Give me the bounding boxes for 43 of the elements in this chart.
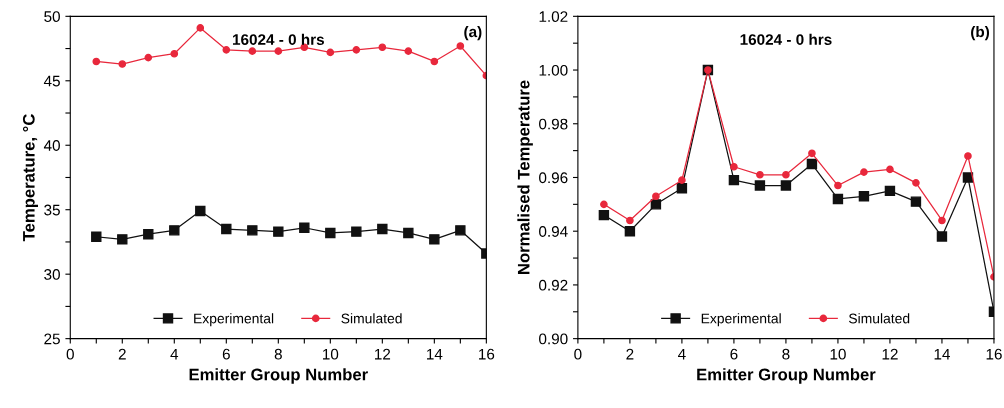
y-tick-label: 0.96	[539, 172, 568, 184]
y-tick-label: 1.00	[539, 64, 568, 76]
annotation: (a)	[464, 25, 482, 41]
x-tick-label: 2	[118, 348, 126, 360]
x-tick-label: 8	[274, 348, 282, 360]
x-tick-label: 16	[479, 348, 495, 360]
x-tick-label: 6	[730, 348, 738, 360]
y-axis-title: Normalised Temperature	[517, 80, 533, 274]
x-tick-label: 10	[322, 348, 339, 360]
x-tick-label: 14	[934, 348, 950, 360]
legend-label: Experimental	[194, 313, 274, 327]
y-tick-label: 45	[43, 75, 60, 87]
y-axis-title: Temperature, °C	[22, 114, 39, 242]
text: 16024 - 0 hrs	[740, 33, 832, 45]
text: 16024 - 0 hrs	[232, 33, 324, 45]
y-tick-label: 0.92	[539, 279, 568, 291]
x-tick-label: 6	[222, 348, 230, 360]
y-tick-label: 50	[44, 11, 60, 23]
x-tick-label: 14	[427, 348, 443, 360]
legend-label: Simulated	[341, 313, 402, 324]
y-tick-label: 0.98	[539, 118, 568, 130]
y-tick-label: 1.02	[539, 11, 568, 23]
y-tick-label: 25	[44, 333, 60, 345]
x-tick-label: 0	[574, 348, 582, 360]
x-tick-label: 4	[170, 348, 179, 360]
y-tick-label: 30	[44, 269, 60, 280]
x-tick-label: 4	[678, 348, 686, 360]
x-tick-label: 2	[626, 348, 634, 360]
y-tick-label: 40	[43, 140, 60, 151]
x-tick-label: 12	[375, 348, 391, 360]
x-tick-label: 16	[986, 348, 1002, 360]
legend-label: Simulated	[848, 313, 910, 324]
x-tick-label: 8	[782, 348, 790, 360]
x-tick-label: 10	[830, 348, 846, 360]
annotation: (b)	[971, 25, 990, 41]
y-tick-label: 0.90	[539, 333, 568, 345]
x-tick-label: 12	[882, 348, 898, 360]
x-axis-title: Emitter Group Number	[697, 368, 876, 384]
x-tick-label: 0	[66, 348, 74, 360]
x-axis-title: Emitter Group Number	[189, 368, 368, 384]
y-tick-label: 35	[44, 204, 60, 216]
legend-label: Experimental	[701, 313, 781, 327]
y-tick-label: 0.94	[539, 226, 568, 237]
